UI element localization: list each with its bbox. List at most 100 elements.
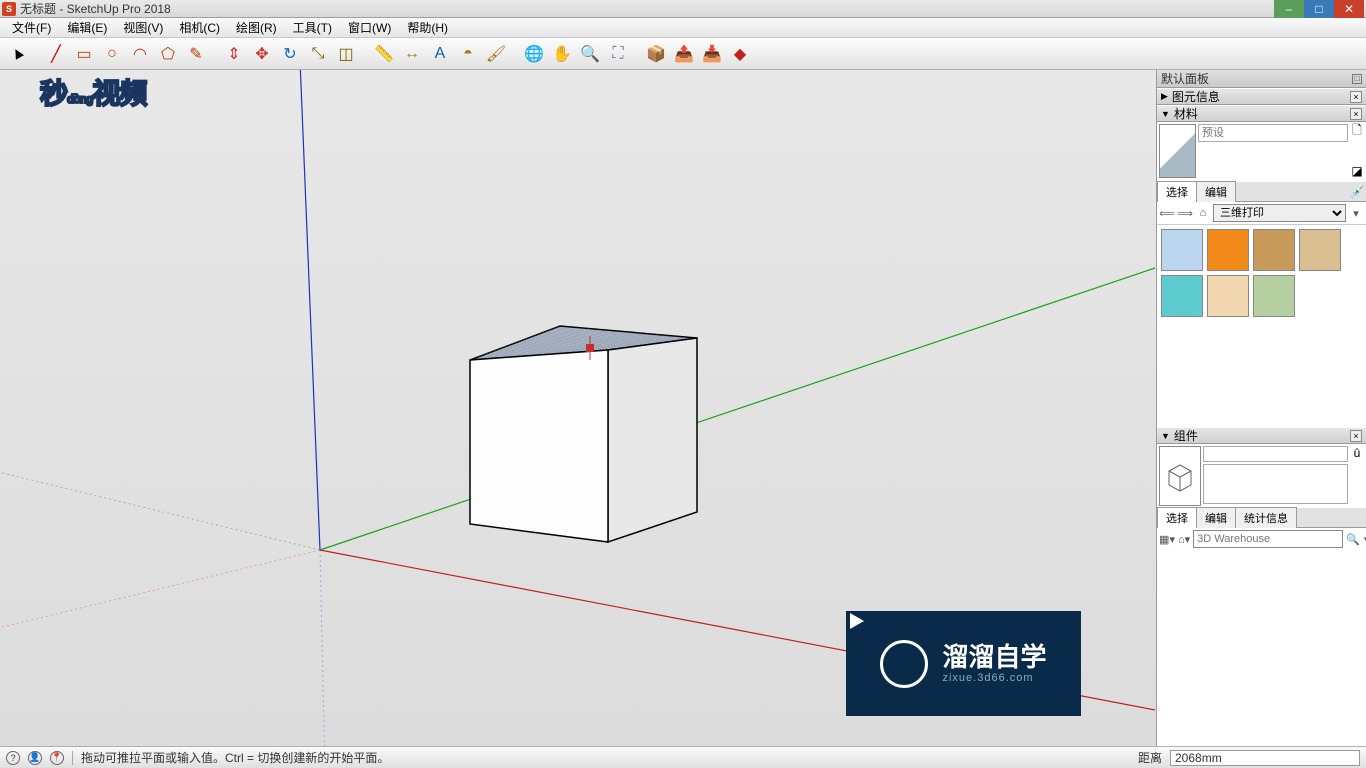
materials-nav: ⟸ ⟹ ⌂ 三维打印 ▾ <box>1157 202 1366 225</box>
tool-select-arrow[interactable]: ▲ <box>2 37 35 70</box>
menu-window[interactable]: 窗口(W) <box>340 19 399 36</box>
panel-close-icon[interactable]: × <box>1350 91 1362 103</box>
eyedropper-icon[interactable]: 💉 <box>1348 185 1366 201</box>
material-swatch-0[interactable] <box>1161 229 1203 271</box>
tool-freehand[interactable]: ✎ <box>184 42 208 66</box>
tool-circle[interactable]: ○ <box>100 42 124 66</box>
tool-protractor[interactable]: ◓ <box>456 42 480 66</box>
collapse-arrow-icon: ▶ <box>1161 91 1168 102</box>
search-icon[interactable]: 🔍 <box>1345 531 1361 547</box>
window-min-button[interactable]: – <box>1274 0 1304 18</box>
brand-text: 溜溜自学 <box>942 643 1046 672</box>
tab-comp-edit[interactable]: 编辑 <box>1196 507 1236 528</box>
menu-help[interactable]: 帮助(H) <box>399 19 456 36</box>
tab-select[interactable]: 选择 <box>1157 181 1197 202</box>
viewport[interactable]: 秒dòng视频 溜溜自学 zixue.3d66.com <box>0 70 1156 746</box>
panel-close-icon[interactable]: × <box>1350 108 1362 120</box>
component-name-input[interactable] <box>1203 446 1348 462</box>
panel-entity-title: 图元信息 <box>1172 88 1220 105</box>
tool-offset[interactable]: ◫ <box>334 42 358 66</box>
materials-tabs: 选择 编辑 💉 <box>1157 182 1366 202</box>
video-watermark: 秒dòng视频 <box>40 72 146 112</box>
material-swatch-1[interactable] <box>1207 229 1249 271</box>
tool-move[interactable]: ✥ <box>250 42 274 66</box>
view-mode-icon[interactable]: ▦▾ <box>1159 531 1175 547</box>
tray-title[interactable]: 默认面板 □ <box>1157 70 1366 88</box>
window-max-button[interactable]: □ <box>1304 0 1334 18</box>
material-swatches <box>1157 225 1366 427</box>
menubar: 文件(F) 编辑(E) 视图(V) 相机(C) 绘图(R) 工具(T) 窗口(W… <box>0 18 1366 38</box>
default-tray: 默认面板 □ ▶ 图元信息 × ▼ 材料 × 🗋 <box>1156 70 1366 746</box>
brand-sub: zixue.3d66.com <box>942 672 1046 684</box>
home-icon[interactable]: ⌂▾ <box>1177 531 1191 547</box>
tool-orbit[interactable]: 🌐 <box>522 42 546 66</box>
tool-pan[interactable]: ✋ <box>550 42 574 66</box>
material-swatch-4[interactable] <box>1161 275 1203 317</box>
tool-warehouse-share[interactable]: 📤 <box>672 42 696 66</box>
material-swatch-2[interactable] <box>1253 229 1295 271</box>
window-close-button[interactable]: ✕ <box>1334 0 1364 18</box>
tool-pushpull[interactable]: ⇕ <box>222 42 246 66</box>
app-icon: S <box>2 2 16 16</box>
component-search-input[interactable] <box>1193 530 1343 548</box>
tool-text[interactable]: A <box>428 42 452 66</box>
tool-zoom[interactable]: 🔍 <box>578 42 602 66</box>
menu-camera[interactable]: 相机(C) <box>171 19 228 36</box>
cube-icon <box>1161 457 1199 495</box>
material-swatch-5[interactable] <box>1207 275 1249 317</box>
workarea: 秒dòng视频 溜溜自学 zixue.3d66.com 默认面板 □ ▶ 图元信… <box>0 70 1366 746</box>
tool-paint[interactable]: 🖌 <box>484 42 508 66</box>
components-tabs: 选择 编辑 统计信息 <box>1157 508 1366 528</box>
tool-ruby[interactable]: ◆ <box>728 42 752 66</box>
material-preview-swatch[interactable] <box>1159 124 1196 178</box>
toolbar: ▲ ╱▭○◠⬠✎ ⇕✥↻⤡◫ 📏↔A◓🖌 🌐✋🔍⛶ 📦📤📥◆ <box>0 38 1366 70</box>
tray-pin-icon[interactable]: □ <box>1352 74 1362 84</box>
components-body: û <box>1157 444 1366 508</box>
menu-file[interactable]: 文件(F) <box>4 19 59 36</box>
default-material-icon[interactable]: ◪ <box>1350 164 1364 178</box>
component-desc-input[interactable] <box>1203 464 1348 504</box>
brand-watermark: 溜溜自学 zixue.3d66.com <box>846 611 1081 716</box>
tool-dimension[interactable]: ↔ <box>400 42 424 66</box>
tool-warehouse-ext[interactable]: 📥 <box>700 42 724 66</box>
component-options-icon[interactable]: û <box>1350 446 1364 460</box>
geo-icon[interactable]: 📍 <box>50 751 64 765</box>
library-menu-icon[interactable]: ▾ <box>1348 205 1364 221</box>
home-icon[interactable]: ⌂ <box>1195 205 1211 221</box>
measure-label: 距离 <box>1138 749 1162 766</box>
tool-zoom-extents[interactable]: ⛶ <box>606 42 630 66</box>
menu-edit[interactable]: 编辑(E) <box>59 19 115 36</box>
panel-materials[interactable]: ▼ 材料 × <box>1157 105 1366 122</box>
components-nav: ▦▾ ⌂▾ 🔍 ▾ <box>1157 528 1366 550</box>
panel-components[interactable]: ▼ 组件 × <box>1157 427 1366 444</box>
menu-draw[interactable]: 绘图(R) <box>228 19 285 36</box>
panel-close-icon[interactable]: × <box>1350 430 1362 442</box>
tab-edit[interactable]: 编辑 <box>1196 181 1236 202</box>
menu-view[interactable]: 视图(V) <box>115 19 171 36</box>
tab-comp-stats[interactable]: 统计信息 <box>1235 507 1297 528</box>
components-list[interactable] <box>1157 550 1366 746</box>
nav-fwd-icon[interactable]: ⟹ <box>1177 205 1193 221</box>
panel-entity-info[interactable]: ▶ 图元信息 × <box>1157 88 1366 105</box>
material-swatch-6[interactable] <box>1253 275 1295 317</box>
tool-rotate[interactable]: ↻ <box>278 42 302 66</box>
user-icon[interactable]: 👤 <box>28 751 42 765</box>
materials-body: 🗋 ◪ <box>1157 122 1366 182</box>
material-name-input[interactable] <box>1198 124 1348 142</box>
tool-line[interactable]: ╱ <box>44 42 68 66</box>
help-icon[interactable]: ? <box>6 751 20 765</box>
material-library-select[interactable]: 三维打印 <box>1213 204 1346 222</box>
create-material-icon[interactable]: 🗋 <box>1350 124 1364 138</box>
tool-scale[interactable]: ⤡ <box>306 42 330 66</box>
tool-arc[interactable]: ◠ <box>128 42 152 66</box>
material-swatch-3[interactable] <box>1299 229 1341 271</box>
nav-back-icon[interactable]: ⟸ <box>1159 205 1175 221</box>
tab-comp-select[interactable]: 选择 <box>1157 507 1197 528</box>
measure-input[interactable]: 2068mm <box>1170 750 1360 766</box>
tool-warehouse-get[interactable]: 📦 <box>644 42 668 66</box>
menu-tools[interactable]: 工具(T) <box>285 19 340 36</box>
component-thumb[interactable] <box>1159 446 1201 506</box>
tool-tape[interactable]: 📏 <box>372 42 396 66</box>
tool-polygon[interactable]: ⬠ <box>156 42 180 66</box>
tool-rect[interactable]: ▭ <box>72 42 96 66</box>
